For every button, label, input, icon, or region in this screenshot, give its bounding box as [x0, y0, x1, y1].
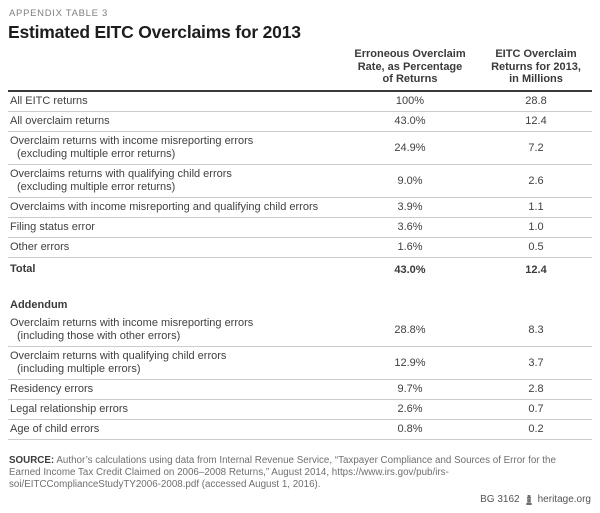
table-row: Overclaims returns with qualifying child… — [8, 163, 592, 197]
row-label: Legal relationship errors — [10, 402, 129, 415]
row-rate-value: 9.7% — [397, 383, 423, 395]
table-row: Total 43.0% 12.4 — [8, 256, 592, 283]
table-number-label: APPENDIX TABLE 3 — [9, 8, 109, 19]
table-row: All overclaim returns 43.0% 12.4 — [8, 110, 592, 131]
table-row: Overclaim returns with income misreporti… — [8, 314, 592, 346]
table-row: Overclaims with income misreporting and … — [8, 196, 592, 217]
row-returns-value: 2.8 — [528, 383, 544, 395]
row-rate-value: 43.0% — [394, 264, 426, 276]
row-returns-value: 0.7 — [528, 403, 544, 415]
row-returns-value: 8.3 — [528, 323, 544, 336]
source-label: SOURCE: — [9, 454, 55, 466]
column-header-row: Erroneous Overclaim Rate, as Percentage … — [8, 48, 592, 90]
row-label: Other errors — [10, 240, 70, 253]
footer: BG 3162 heritage.org — [480, 494, 591, 505]
row-returns-value: 7.2 — [528, 141, 544, 154]
heritage-logo-icon — [525, 494, 532, 505]
table-row: All EITC returns 100% 28.8 — [8, 92, 592, 111]
row-sublabel: (including those with other errors) — [17, 329, 181, 342]
row-returns-value: 12.4 — [525, 264, 547, 276]
row-label: Overclaim returns with income misreporti… — [8, 314, 340, 346]
row-rate-value: 2.6% — [397, 403, 423, 415]
row-returns-value: 0.5 — [528, 241, 544, 253]
row-label: Filing status error — [10, 220, 95, 233]
row-returns-value: 28.8 — [525, 95, 547, 107]
row-rate-value: 100% — [395, 95, 425, 107]
row-label: Age of child errors — [10, 422, 100, 435]
row-label: All EITC returns — [10, 94, 88, 107]
row-label: All overclaim returns — [10, 114, 110, 127]
table-row: Overclaim returns with qualifying child … — [8, 345, 592, 379]
row-label: Total — [10, 262, 36, 275]
row-sublabel: (including multiple errors) — [17, 362, 141, 375]
report-id: BG 3162 — [480, 494, 520, 505]
row-returns-value: 1.1 — [528, 201, 544, 213]
footer-site: heritage.org — [537, 494, 591, 505]
source-text: Author’s calculations using data from In… — [9, 454, 556, 490]
row-label: Overclaims returns with qualifying child… — [8, 165, 340, 197]
row-label: Overclaim returns with qualifying child … — [8, 347, 340, 379]
row-sublabel: (excluding multiple error returns) — [17, 147, 176, 160]
row-rate-value: 12.9% — [394, 356, 426, 369]
table-row: Filing status error 3.6% 1.0 — [8, 216, 592, 237]
table-row: Overclaim returns with income misreporti… — [8, 130, 592, 164]
column-header-returns: EITC Overclaim Returns for 2013, in Mill… — [491, 48, 581, 85]
table-row: Residency errors 9.7% 2.8 — [8, 378, 592, 399]
row-rate-value: 24.9% — [394, 141, 426, 154]
row-label: Overclaims with income misreporting and … — [10, 200, 319, 213]
row-rate-value: 0.8% — [397, 423, 423, 435]
row-rate-value: 28.8% — [394, 323, 426, 336]
row-returns-value: 12.4 — [525, 115, 547, 127]
source-note: SOURCE: Author’s calculations using data… — [8, 455, 587, 492]
row-rate-value: 3.9% — [397, 201, 423, 213]
row-returns-value: 2.6 — [528, 174, 544, 187]
row-rate-value: 3.6% — [397, 221, 423, 233]
main-table: All EITC returns 100% 28.8 All overclaim re… — [8, 89, 592, 283]
row-label: Overclaim returns with income misreporti… — [8, 132, 340, 164]
row-label: Residency errors — [10, 382, 94, 395]
row-sublabel: (excluding multiple error returns) — [17, 180, 176, 193]
row-returns-value: 0.2 — [528, 423, 544, 435]
addendum-table: Overclaim returns with income misreporti… — [8, 314, 592, 440]
table-row: Age of child errors 0.8% 0.2 — [8, 418, 592, 439]
row-returns-value: 1.0 — [528, 221, 544, 233]
row-returns-value: 3.7 — [528, 356, 544, 369]
row-rate-value: 43.0% — [394, 115, 426, 127]
row-rate-value: 1.6% — [397, 241, 423, 253]
table-title: Estimated EITC Overclaims for 2013 — [8, 22, 301, 42]
table-row: Legal relationship errors 2.6% 0.7 — [8, 398, 592, 419]
table-row: Other errors 1.6% 0.5 — [8, 236, 592, 257]
column-header-rate: Erroneous Overclaim Rate, as Percentage … — [354, 48, 466, 85]
row-rate-value: 9.0% — [397, 174, 423, 187]
addendum-heading: Addendum — [10, 298, 68, 311]
